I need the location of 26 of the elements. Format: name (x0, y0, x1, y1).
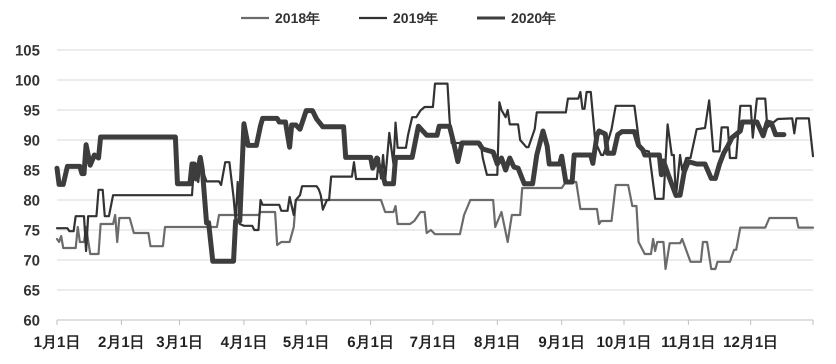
x-tick-label: 1月1日 (34, 334, 80, 351)
y-tick-label: 85 (23, 162, 40, 180)
y-tick-label: 90 (23, 132, 40, 150)
legend-label: 2019年 (393, 10, 438, 26)
x-tick-label: 10月1日 (596, 334, 652, 351)
y-tick-label: 80 (23, 192, 40, 210)
y-tick-label: 105 (14, 42, 40, 60)
legend-label: 2020年 (511, 10, 556, 26)
x-tick-label: 8月1日 (474, 334, 521, 351)
x-tick-label: 11月1日 (661, 334, 716, 351)
legend-label: 2018年 (275, 10, 320, 26)
line-series (56, 180, 814, 270)
x-tick-label: 9月1日 (538, 334, 586, 351)
x-tick-label: 2月1日 (98, 334, 145, 351)
x-tick-label: 5月1日 (282, 334, 330, 351)
y-tick-label: 100 (14, 72, 40, 90)
y-tick-label: 70 (23, 252, 40, 270)
y-tick-label: 65 (23, 282, 40, 300)
x-tick-label: 7月1日 (410, 334, 456, 351)
x-tick-label: 12月1日 (723, 334, 778, 351)
x-tick-label: 6月1日 (347, 334, 394, 351)
y-tick-label: 60 (23, 312, 40, 330)
x-tick-label: 4月1日 (220, 334, 268, 351)
y-tick-label: 95 (23, 102, 40, 120)
x-tick-label: 3月1日 (156, 334, 203, 351)
y-tick-label: 75 (23, 222, 40, 240)
